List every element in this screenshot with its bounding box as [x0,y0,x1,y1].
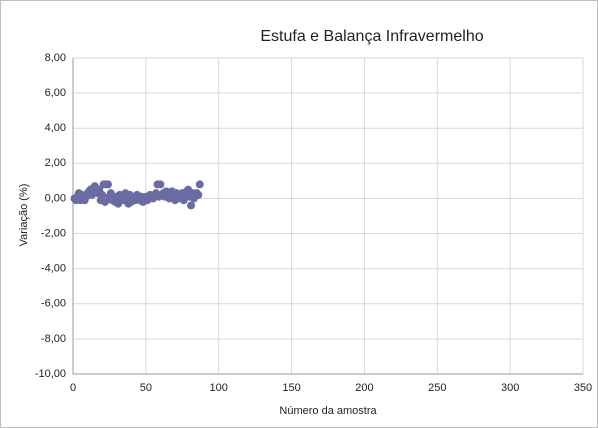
y-axis-label: Variação (%) [18,184,30,247]
x-tick-label: 350 [574,382,592,394]
y-tick-label: -6,00 [41,298,66,310]
x-tick-label: 50 [140,382,152,394]
y-tick-label: 8,00 [45,52,66,64]
x-tick-label: 150 [282,382,300,394]
point [101,197,110,206]
point [194,190,203,199]
y-tick-label: 0,00 [45,192,66,204]
x-tick-label: 250 [428,382,446,394]
point [187,201,196,210]
y-tick-label: -10,00 [35,368,66,380]
y-tick-label: 4,00 [45,122,66,134]
point [195,180,204,189]
point [98,190,107,199]
y-tick-label: -4,00 [41,263,66,275]
chart-title: Estufa e Balança Infravermelho [260,28,483,45]
y-tick-label: 2,00 [45,157,66,169]
x-tick-label: 300 [501,382,519,394]
point [103,180,112,189]
y-tick-label: -2,00 [41,227,66,239]
x-tick-label: 100 [210,382,228,394]
y-tick-label: 6,00 [45,87,66,99]
x-tick-label: 200 [355,382,373,394]
point [156,180,165,189]
x-axis-label: Número da amostra [279,405,377,417]
y-tick-label: -8,00 [41,333,66,345]
x-tick-label: 0 [70,382,76,394]
